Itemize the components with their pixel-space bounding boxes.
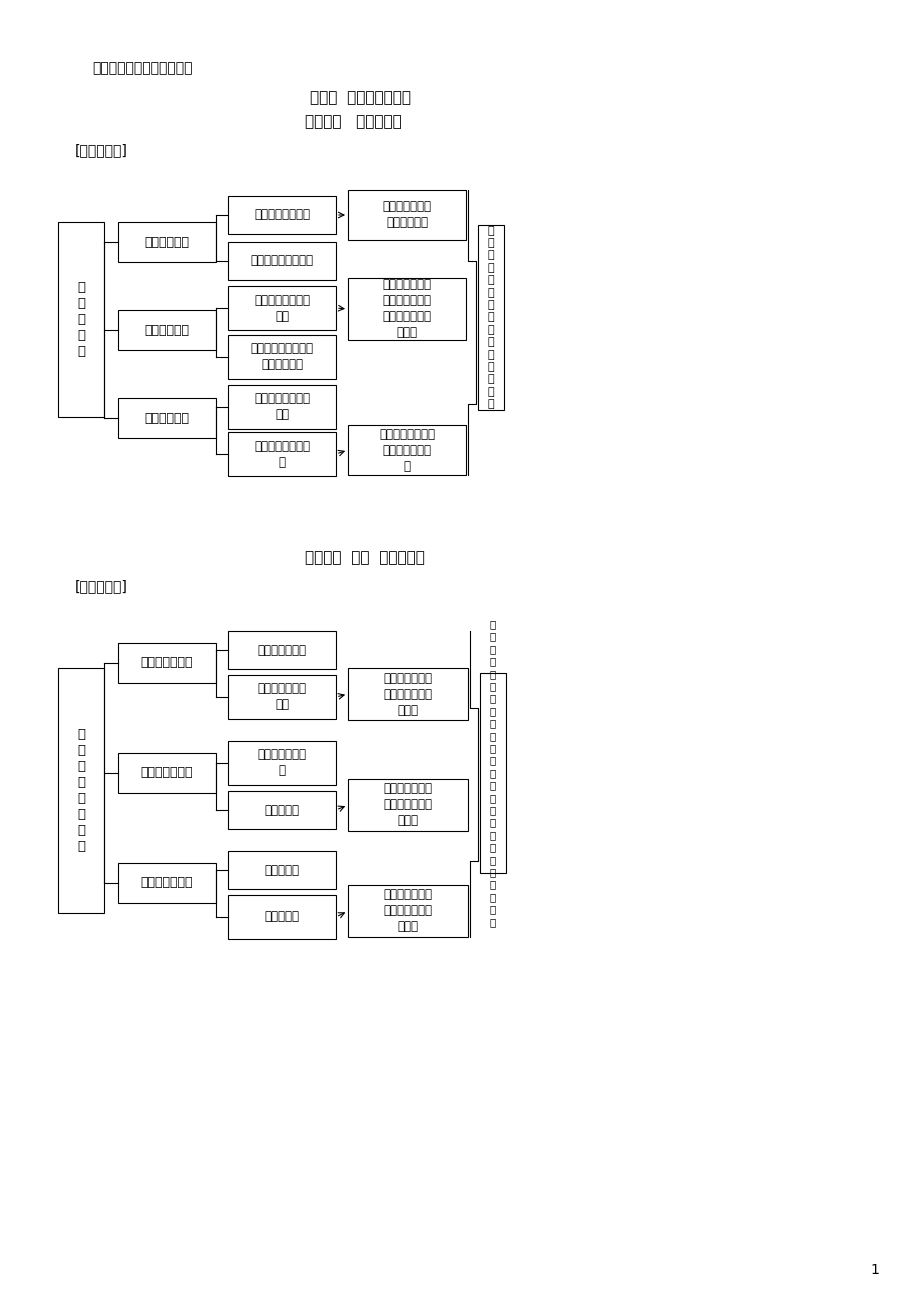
Bar — [228, 894, 335, 939]
Bar — [228, 674, 335, 719]
Bar — [228, 852, 335, 889]
Text: 劳动光荣、理智
就业、维护劳动
者权益: 劳动光荣、理智 就业、维护劳动 者权益 — [383, 783, 432, 828]
Bar — [478, 225, 504, 410]
Text: 货币的本质、货
币的基本职能: 货币的本质、货 币的基本职能 — [382, 201, 431, 229]
Bar — [228, 286, 335, 329]
Bar — [228, 741, 335, 785]
Text: 劳动和就业: 劳动和就业 — [265, 803, 300, 816]
Bar — [228, 792, 335, 829]
Text: 价格变动对消费者、
生产者的影响: 价格变动对消费者、 生产者的影响 — [250, 342, 313, 371]
Bar — [347, 779, 468, 831]
Text: 股票的特点、债
券的种类、保险
的作用: 股票的特点、债 券的种类、保险 的作用 — [383, 888, 432, 934]
Text: 价格形成与变动的
规律: 价格形成与变动的 规律 — [254, 293, 310, 323]
Bar — [58, 223, 104, 417]
Bar — [228, 335, 335, 379]
Text: 生产的制度背景: 生产的制度背景 — [141, 656, 193, 669]
Bar — [347, 190, 466, 240]
Text: 树
立
正
确
的
金
钱
观
，
正
确
对
待
金
钱: 树 立 正 确 的 金 钱 观 ， 正 确 对 待 金 钱 — [487, 225, 494, 409]
Bar — [347, 885, 468, 937]
Bar — [118, 310, 216, 350]
Text: 正确认识货币: 正确认识货币 — [144, 236, 189, 249]
Bar — [118, 223, 216, 262]
Text: [考点结构图]: [考点结构图] — [75, 143, 128, 158]
Text: 生
产
、
劳
动
与
经
营: 生 产 、 劳 动 与 经 营 — [77, 728, 85, 853]
Bar — [118, 863, 216, 904]
Text: 1: 1 — [869, 1263, 879, 1277]
Bar — [58, 668, 104, 913]
Text: 认
清
就
业
形
势
，
提
高
自
身
素
质
，
走
好
就
业
和
自
主
创
业
之
路: 认 清 就 业 形 势 ， 提 高 自 身 素 质 ， 走 好 就 业 和 自 … — [489, 620, 495, 927]
Text: 投资方式的选择: 投资方式的选择 — [141, 876, 193, 889]
Bar — [228, 242, 335, 280]
Text: 消费心理与消费行
为: 消费心理与消费行 为 — [254, 440, 310, 469]
Bar — [118, 398, 216, 437]
Text: 第一单元   生活与消费: 第一单元 生活与消费 — [305, 115, 402, 129]
Text: 投资与风险: 投资与风险 — [265, 910, 300, 923]
Text: 复杂的消费心理、
树立正确的消费
观: 复杂的消费心理、 树立正确的消费 观 — [379, 427, 435, 473]
Bar — [228, 385, 335, 428]
Text: 我国的基本经济
制度: 我国的基本经济 制度 — [257, 682, 306, 711]
Text: [考点结构图]: [考点结构图] — [75, 579, 128, 592]
Text: 生产的微观主体: 生产的微观主体 — [141, 767, 193, 780]
Text: 第二单元  生产  劳动与经营: 第二单元 生产 劳动与经营 — [305, 551, 425, 565]
Text: 理性对待消费: 理性对待消费 — [144, 411, 189, 424]
Text: 发展生产的意义: 发展生产的意义 — [257, 643, 306, 656]
Bar — [228, 197, 335, 234]
Bar — [347, 668, 468, 720]
Text: 生
活
与
消
费: 生 活 与 消 费 — [77, 281, 85, 358]
Bar — [118, 643, 216, 684]
Text: 货币的产生和作用: 货币的产生和作用 — [254, 208, 310, 221]
Text: 信用卡、支票和外汇: 信用卡、支票和外汇 — [250, 254, 313, 267]
Text: 公司的分类和经
营: 公司的分类和经 营 — [257, 749, 306, 777]
Bar — [118, 753, 216, 793]
Bar — [228, 432, 335, 477]
Text: 模块一  《生活与经济》: 模块一 《生活与经济》 — [310, 91, 411, 105]
Bar — [480, 673, 505, 874]
Text: 供求影响价格、
价值决定价格、
价值规律及其表
现形式: 供求影响价格、 价值决定价格、 价值规律及其表 现形式 — [382, 279, 431, 340]
Text: 透视商品价格: 透视商品价格 — [144, 323, 189, 336]
Text: 储蓄与利息: 储蓄与利息 — [265, 863, 300, 876]
Bar — [228, 631, 335, 669]
Bar — [347, 279, 466, 340]
Text: 消费的制约因素和
类型: 消费的制约因素和 类型 — [254, 392, 310, 422]
Text: 高考政治零轮复习资料四：: 高考政治零轮复习资料四： — [92, 61, 192, 76]
Text: 公有制为主体多
种所有制经济共
同发展: 公有制为主体多 种所有制经济共 同发展 — [383, 672, 432, 716]
Bar — [347, 424, 466, 475]
